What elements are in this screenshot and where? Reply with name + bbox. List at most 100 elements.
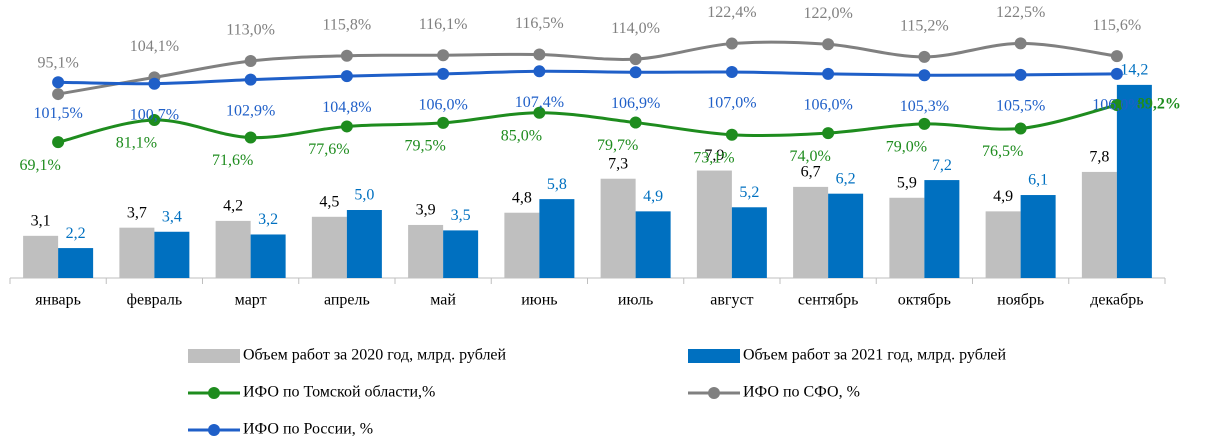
line-value-label: 89,2% [1137,96,1181,113]
line-marker [629,66,642,79]
legend-label: Объем работ за 2020 год, млрд. рублей [243,347,507,364]
bar-value-label: 5,8 [547,176,567,193]
bar [250,234,286,278]
line-value-label: 79,0% [886,139,927,156]
bar [1116,84,1152,278]
line-value-label: 122,4% [707,4,756,21]
line-value-label: 104,8% [322,99,371,116]
line-marker [822,127,835,140]
bar [828,193,864,278]
line-marker [244,73,257,86]
bar [215,220,251,278]
bar [600,178,636,278]
line-value-label: 76,5% [982,143,1023,160]
line-marker [918,117,931,130]
line-marker [533,48,546,61]
line-marker [533,65,546,78]
legend-swatch [188,349,240,363]
bar [408,224,444,278]
legend-label: ИФО по СФО, % [743,384,860,401]
legend-label: ИФО по Томской области,% [243,384,435,401]
legend-swatch [708,387,720,399]
x-tick-label: май [430,292,456,309]
line-marker [629,53,642,66]
bar-value-label: 4,2 [223,198,243,215]
line-marker [629,116,642,129]
bar [696,170,732,278]
line-value-label: 69,1% [19,157,60,174]
line-marker [52,136,65,149]
bar-value-label: 4,5 [319,193,339,210]
bar [443,230,479,278]
line-value-label: 85,0% [501,127,542,144]
line-marker [244,54,257,67]
line-marker [52,76,65,89]
line-value-label: 115,8% [323,16,372,33]
bar [793,186,829,278]
bar-value-label: 5,0 [354,187,374,204]
bar-value-label: 3,5 [451,207,471,224]
x-tick-label: март [235,292,267,309]
line-value-label: 101,5% [33,105,82,122]
legend-label: ИФО по России, % [243,421,373,436]
line-marker [1110,67,1123,80]
bar [731,207,767,278]
line-value-label: 105,3% [900,98,949,115]
bar [635,211,671,278]
line-marker [533,106,546,119]
line-marker [725,66,738,79]
line-value-label: 74,0% [789,148,830,165]
line-marker [437,67,450,80]
line-marker [437,49,450,62]
line-value-label: 113,0% [226,22,275,39]
line-marker [1014,68,1027,81]
line-value-label: 102,9% [226,102,275,119]
line-value-label: 106,0% [1092,97,1141,114]
line [57,40,1118,96]
bar [1081,171,1117,278]
line-value-label: 122,5% [996,4,1045,21]
bar-value-label: 5,2 [739,184,759,201]
line-value-label: 106,0% [418,97,467,114]
line-value-label: 95,1% [37,55,78,72]
bar-value-label: 6,7 [801,164,821,181]
x-tick-label: январь [35,292,81,309]
x-tick-label: август [710,292,753,309]
bar-value-label: 7,9 [704,147,724,164]
bar-value-label: 3,1 [31,213,51,230]
bar [119,227,155,278]
bar [889,197,925,278]
bar-value-label: 3,4 [162,208,182,225]
line-marker [244,131,257,144]
bar [311,216,347,278]
bar [154,231,190,278]
bar-value-label: 2,2 [66,225,86,242]
bar-value-label: 3,9 [416,202,436,219]
line-value-label: 105,5% [996,97,1045,114]
bar-value-label: 7,3 [608,155,628,172]
bar [58,248,94,278]
bar [504,212,540,278]
line-marker [1110,98,1123,111]
line-value-label: 71,6% [212,152,253,169]
line-marker [1014,37,1027,50]
line-value-label: 73,1% [693,149,734,166]
line-marker [148,113,161,126]
bar [985,211,1021,278]
bar-value-label: 6,2 [836,170,856,187]
line-value-label: 107,0% [707,95,756,112]
bar-value-label: 7,2 [932,157,952,174]
x-tick-label: февраль [127,292,183,309]
x-tick-label: октябрь [898,292,951,309]
bar-value-label: 4,8 [512,189,532,206]
line-value-label: 104,1% [130,38,179,55]
line-value-label: 116,5% [515,15,564,32]
line-value-label: 116,1% [419,16,468,33]
line-marker [340,70,353,83]
legend-swatch [208,424,220,436]
x-tick-label: декабрь [1090,292,1143,309]
line [57,103,1118,144]
line-marker [340,120,353,133]
